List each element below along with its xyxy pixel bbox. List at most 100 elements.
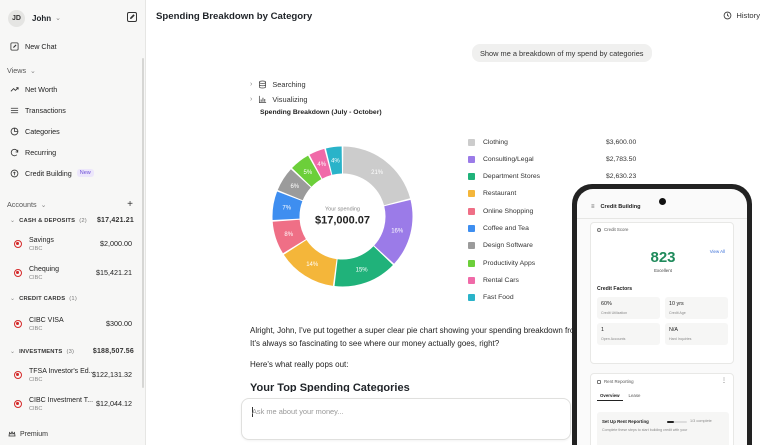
setup-description: Complete these steps to start building c… (602, 428, 688, 432)
legend-value: $2,783.50 (606, 155, 637, 163)
avatar: JD (8, 9, 25, 27)
chat-input[interactable] (252, 407, 552, 416)
legend-item[interactable]: Fast Food (468, 293, 638, 303)
database-icon (259, 80, 267, 89)
pie-slice-rental-cars[interactable] (309, 148, 332, 179)
factor-label: Credit Utilization (601, 311, 628, 315)
refresh-icon (10, 148, 19, 156)
sidebar-scrollbar[interactable] (142, 58, 144, 388)
bank-logo-icon (14, 240, 22, 248)
legend-item[interactable]: Consulting/Legal $2,783.50 (468, 154, 638, 164)
history-icon (724, 11, 732, 20)
donut-center-label: Your spending (325, 207, 360, 213)
credit-score-title: Credit Score (604, 227, 629, 232)
bar-chart-icon (259, 95, 267, 104)
tab-lease[interactable]: Lease (628, 393, 641, 398)
legend-label: Online Shopping (483, 207, 534, 215)
legend-item[interactable]: Rental Cars (468, 275, 638, 285)
sidebar-item-credit-building[interactable]: Credit Building New (10, 166, 94, 180)
group-cash-deposits[interactable]: ⌄ CASH & DEPOSITS (2) $17,421.21 (10, 217, 134, 224)
legend-item[interactable]: Clothing $3,600.00 (468, 137, 638, 147)
account-name: Savings (29, 237, 54, 244)
chevron-down-icon: ⌄ (10, 296, 16, 302)
legend-swatch (468, 225, 475, 232)
home-icon (597, 379, 601, 384)
account-name: Chequing (29, 266, 59, 273)
legend-item[interactable]: Design Software (468, 241, 638, 251)
tab-overview[interactable]: Overview (597, 391, 623, 401)
new-chat-button[interactable]: New Chat (10, 39, 57, 53)
views-header[interactable]: Views ⌄ (7, 66, 36, 75)
chat-input-box[interactable] (241, 398, 571, 440)
account-savings[interactable]: Savings CIBC $2,000.00 (14, 237, 132, 255)
rent-reporting-label: Rent Reporting (597, 379, 634, 384)
account-name: CIBC Investment T... (29, 397, 94, 404)
accounts-label: Accounts (7, 200, 37, 209)
account-chequing[interactable]: Chequing CIBC $15,421.21 (14, 266, 132, 284)
step-searching[interactable]: › Searching (250, 80, 306, 89)
bank-logo-icon (14, 400, 22, 408)
legend-item[interactable]: Productivity Apps (468, 258, 638, 268)
accounts-header[interactable]: Accounts ⌄ + (7, 199, 133, 210)
legend-label: Coffee and Tea (483, 225, 529, 232)
factor-label: Credit Age (669, 311, 686, 315)
group-investments[interactable]: ⌄ INVESTMENTS (3) $188,507.56 (10, 348, 134, 355)
pie-slice-fast-food[interactable] (325, 146, 342, 175)
sidebar-item-transactions[interactable]: Transactions (10, 103, 66, 117)
sidebar-item-categories[interactable]: Categories (10, 124, 60, 138)
user-menu[interactable]: JD John ⌄ (8, 9, 138, 27)
legend-item[interactable]: Online Shopping (468, 206, 638, 216)
legend-label: Clothing (483, 138, 508, 146)
legend-item[interactable]: Coffee and Tea (468, 224, 638, 234)
sidebar-item-recurring[interactable]: Recurring (10, 145, 56, 159)
chevron-right-icon: › (250, 96, 253, 103)
step-visualizing[interactable]: › Visualizing (250, 95, 308, 104)
view-all-link[interactable]: View All (709, 249, 725, 254)
card-icon (10, 169, 19, 177)
pie-slice-consulting-legal[interactable] (374, 199, 413, 264)
setup-rent-reporting[interactable]: Set Up Rent Reporting 1/3 complete Compl… (597, 412, 729, 445)
sidebar-item-label: Credit Building (25, 168, 72, 178)
factor-value: N/A (669, 327, 678, 333)
legend-value: $2,630.23 (606, 173, 637, 181)
account-amount: $15,421.21 (96, 268, 132, 277)
slice-label: 6% (290, 184, 299, 190)
bank-logo-icon (14, 320, 22, 328)
chevron-right-icon: › (250, 81, 253, 88)
menu-icon[interactable]: ≡ (591, 204, 595, 210)
account-bank: CIBC (29, 275, 43, 281)
account-tfsa[interactable]: TFSA Investor's Ed... CIBC $122,131.32 (14, 368, 132, 386)
pie-slice-online-shopping[interactable] (272, 219, 306, 254)
account-cibc-investment[interactable]: CIBC Investment T... CIBC $12,044.12 (14, 397, 132, 415)
bank-logo-icon (14, 269, 22, 277)
sidebar-item-net-worth[interactable]: Net Worth (10, 82, 57, 96)
legend-item[interactable]: Restaurant (468, 189, 638, 199)
account-amount: $12,044.12 (96, 399, 132, 408)
account-cibc-visa[interactable]: CIBC VISA CIBC $300.00 (14, 317, 132, 335)
pie-slice-design-software[interactable] (277, 169, 311, 201)
legend-swatch (468, 207, 475, 215)
history-button[interactable]: History (723, 11, 760, 20)
legend-label: Design Software (483, 242, 533, 250)
add-account-icon[interactable]: + (127, 199, 133, 210)
legend-item[interactable]: Department Stores $2,630.23 (468, 172, 638, 182)
pie-slice-restaurant[interactable] (283, 239, 337, 286)
pie-slice-clothing[interactable] (343, 146, 411, 206)
list-icon (10, 107, 19, 113)
legend-label: Consulting/Legal (483, 155, 534, 163)
pie-slice-coffee-and-tea[interactable] (272, 191, 303, 221)
response-paragraph: It's always so fascinating to see where … (250, 339, 500, 348)
legend-swatch (468, 242, 475, 250)
setup-progress-bar (667, 421, 687, 423)
legend-swatch (468, 155, 475, 163)
edit-icon[interactable] (126, 11, 138, 23)
pie-slice-department-stores[interactable] (334, 246, 393, 287)
slice-label: 5% (304, 170, 313, 176)
group-credit-cards[interactable]: ⌄ CREDIT CARDS (1) (10, 296, 134, 302)
slice-label: 4% (317, 162, 326, 168)
premium-button[interactable]: Premium (8, 430, 48, 438)
pie-slice-productivity-apps[interactable] (292, 155, 322, 187)
legend-label: Productivity Apps (483, 259, 536, 267)
divider (577, 218, 747, 219)
more-icon[interactable]: ⋮ (721, 378, 727, 384)
